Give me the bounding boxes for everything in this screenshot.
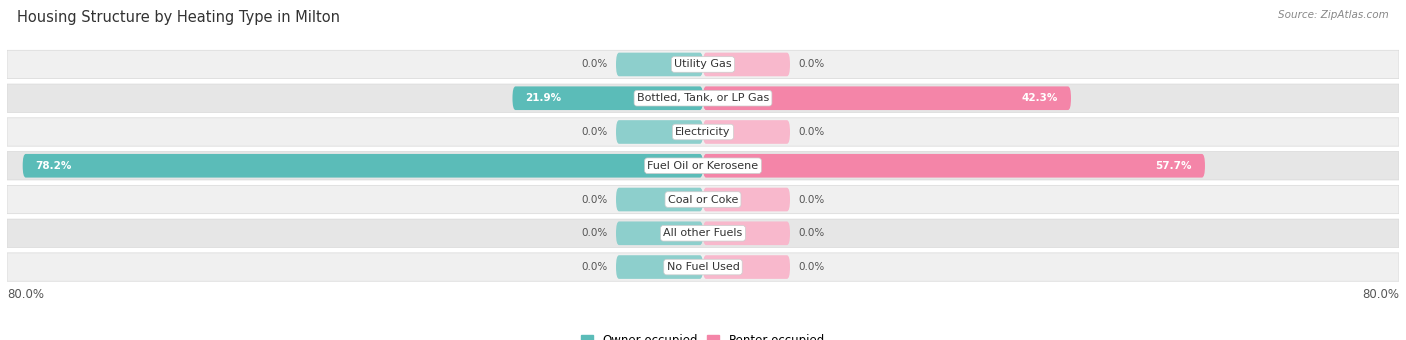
Text: 78.2%: 78.2% [35, 161, 72, 171]
Text: Coal or Coke: Coal or Coke [668, 194, 738, 205]
Text: 0.0%: 0.0% [799, 262, 825, 272]
Text: 0.0%: 0.0% [581, 127, 607, 137]
FancyBboxPatch shape [7, 50, 1399, 79]
Legend: Owner-occupied, Renter-occupied: Owner-occupied, Renter-occupied [576, 329, 830, 340]
Text: 0.0%: 0.0% [581, 59, 607, 69]
FancyBboxPatch shape [703, 154, 1205, 177]
Text: All other Fuels: All other Fuels [664, 228, 742, 238]
Text: 0.0%: 0.0% [581, 228, 607, 238]
Text: Fuel Oil or Kerosene: Fuel Oil or Kerosene [647, 161, 759, 171]
FancyBboxPatch shape [7, 185, 1399, 214]
Text: 0.0%: 0.0% [799, 228, 825, 238]
FancyBboxPatch shape [703, 255, 790, 279]
FancyBboxPatch shape [616, 221, 703, 245]
Text: Bottled, Tank, or LP Gas: Bottled, Tank, or LP Gas [637, 93, 769, 103]
FancyBboxPatch shape [703, 221, 790, 245]
Text: 0.0%: 0.0% [799, 194, 825, 205]
Text: 0.0%: 0.0% [581, 194, 607, 205]
Text: 57.7%: 57.7% [1156, 161, 1192, 171]
FancyBboxPatch shape [7, 219, 1399, 248]
FancyBboxPatch shape [616, 53, 703, 76]
Text: 0.0%: 0.0% [581, 262, 607, 272]
Text: 80.0%: 80.0% [1362, 288, 1399, 301]
FancyBboxPatch shape [7, 152, 1399, 180]
Text: Source: ZipAtlas.com: Source: ZipAtlas.com [1278, 10, 1389, 20]
Text: 42.3%: 42.3% [1022, 93, 1057, 103]
FancyBboxPatch shape [703, 86, 1071, 110]
FancyBboxPatch shape [7, 253, 1399, 281]
FancyBboxPatch shape [616, 120, 703, 144]
Text: 80.0%: 80.0% [7, 288, 44, 301]
FancyBboxPatch shape [703, 188, 790, 211]
FancyBboxPatch shape [7, 118, 1399, 146]
FancyBboxPatch shape [22, 154, 703, 177]
FancyBboxPatch shape [512, 86, 703, 110]
Text: 0.0%: 0.0% [799, 59, 825, 69]
FancyBboxPatch shape [703, 120, 790, 144]
FancyBboxPatch shape [7, 84, 1399, 113]
Text: 0.0%: 0.0% [799, 127, 825, 137]
FancyBboxPatch shape [703, 53, 790, 76]
FancyBboxPatch shape [616, 255, 703, 279]
FancyBboxPatch shape [616, 188, 703, 211]
Text: Housing Structure by Heating Type in Milton: Housing Structure by Heating Type in Mil… [17, 10, 340, 25]
Text: Electricity: Electricity [675, 127, 731, 137]
Text: No Fuel Used: No Fuel Used [666, 262, 740, 272]
Text: Utility Gas: Utility Gas [675, 59, 731, 69]
Text: 21.9%: 21.9% [526, 93, 561, 103]
